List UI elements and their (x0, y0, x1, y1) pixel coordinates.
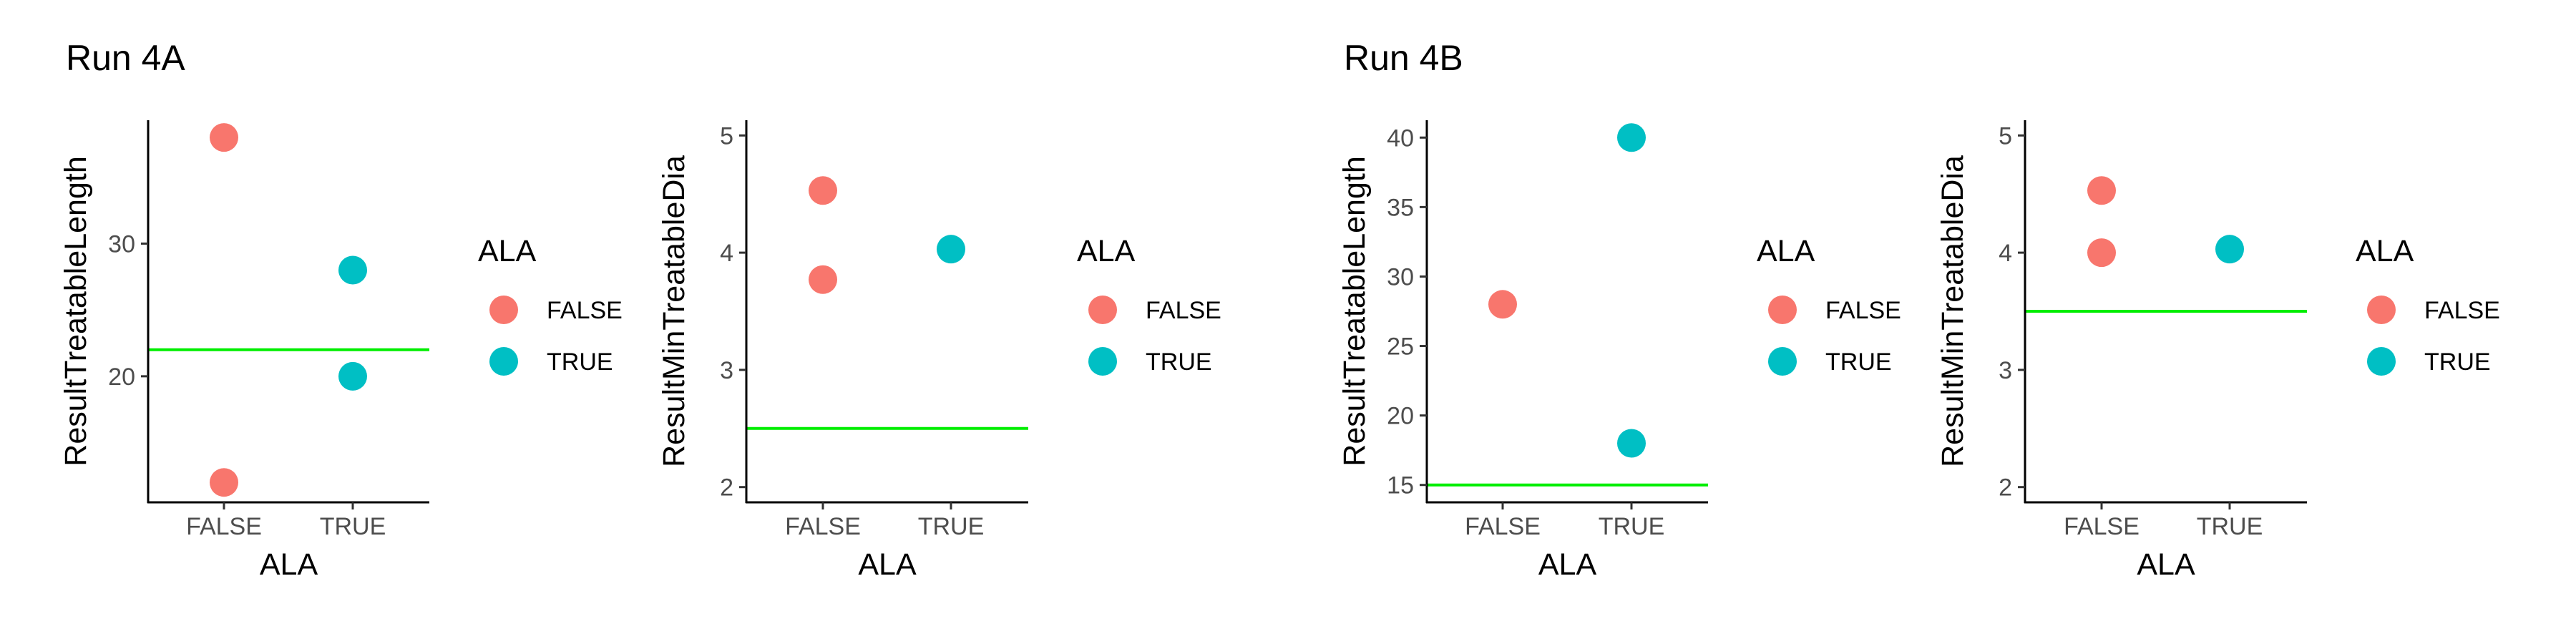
x-axis-title: ALA (2137, 547, 2195, 582)
data-point-false (809, 265, 837, 294)
y-tick-label: 20 (108, 364, 135, 391)
legend-key-true (1768, 347, 1797, 376)
data-point-true (1617, 123, 1646, 152)
legend-key-false (1768, 296, 1797, 324)
y-tick-label: 15 (1387, 472, 1414, 499)
legend-key-false (1088, 296, 1117, 324)
x-tick-label: TRUE (918, 513, 985, 540)
x-tick-label: FALSE (2064, 513, 2140, 540)
legend-key-true (1088, 347, 1117, 376)
data-point-false (210, 468, 238, 497)
y-axis-title: ResultMinTreatableDia (657, 155, 691, 467)
run-4b-title: Run 4B (1344, 38, 1463, 78)
y-tick-label: 30 (1387, 263, 1414, 291)
y-tick-label: 4 (720, 240, 733, 267)
data-point-false (2087, 238, 2116, 268)
x-axis-title: ALA (858, 547, 917, 582)
legend-title: ALA (1077, 234, 1136, 268)
y-tick-label: 4 (1999, 240, 2012, 267)
legend-label: FALSE (1146, 297, 1221, 324)
legend-label: TRUE (1146, 348, 1212, 376)
data-point-false (809, 176, 837, 205)
x-tick-label: FALSE (186, 513, 262, 540)
data-point-true (1617, 429, 1646, 458)
run-4a-title: Run 4A (66, 38, 185, 78)
x-tick-label: TRUE (320, 513, 386, 540)
legend-label: TRUE (547, 348, 613, 376)
x-axis-title: ALA (260, 547, 318, 582)
legend-key-true (2367, 347, 2396, 376)
y-tick-label: 2 (720, 474, 733, 502)
legend-label: TRUE (2424, 348, 2491, 376)
x-axis-title: ALA (1538, 547, 1597, 582)
legend-label: FALSE (1825, 297, 1901, 324)
data-point-false (210, 123, 238, 152)
data-point-true (2215, 235, 2244, 264)
data-point-false (2087, 176, 2116, 205)
y-tick-label: 5 (1999, 122, 2012, 150)
y-tick-label: 3 (720, 357, 733, 384)
x-tick-label: FALSE (1465, 513, 1541, 540)
x-tick-label: TRUE (1599, 513, 1665, 540)
y-axis-title: ResultTreatableLength (1337, 156, 1372, 466)
y-tick-label: 3 (1999, 357, 2012, 384)
y-tick-label: 2 (1999, 474, 2012, 502)
legend-label: TRUE (1825, 348, 1892, 376)
legend-key-true (489, 347, 518, 376)
y-tick-label: 40 (1387, 125, 1414, 152)
legend-title: ALA (478, 234, 537, 268)
x-tick-label: FALSE (785, 513, 861, 540)
y-axis-title: ResultTreatableLength (59, 156, 93, 466)
y-tick-label: 5 (720, 122, 733, 150)
legend-title: ALA (1757, 234, 1815, 268)
data-point-false (1488, 290, 1517, 319)
data-point-true (338, 255, 367, 285)
y-tick-label: 25 (1387, 333, 1414, 361)
y-tick-label: 35 (1387, 194, 1414, 221)
legend-key-false (2367, 296, 2396, 324)
data-point-true (937, 235, 965, 264)
y-axis-title: ResultMinTreatableDia (1936, 155, 1970, 467)
legend-title: ALA (2356, 234, 2414, 268)
data-point-true (338, 361, 367, 391)
legend-label: FALSE (547, 297, 623, 324)
legend-label: FALSE (2424, 297, 2500, 324)
x-tick-label: TRUE (2197, 513, 2263, 540)
y-tick-label: 30 (108, 230, 135, 258)
y-tick-label: 20 (1387, 403, 1414, 430)
legend-key-false (489, 296, 518, 324)
